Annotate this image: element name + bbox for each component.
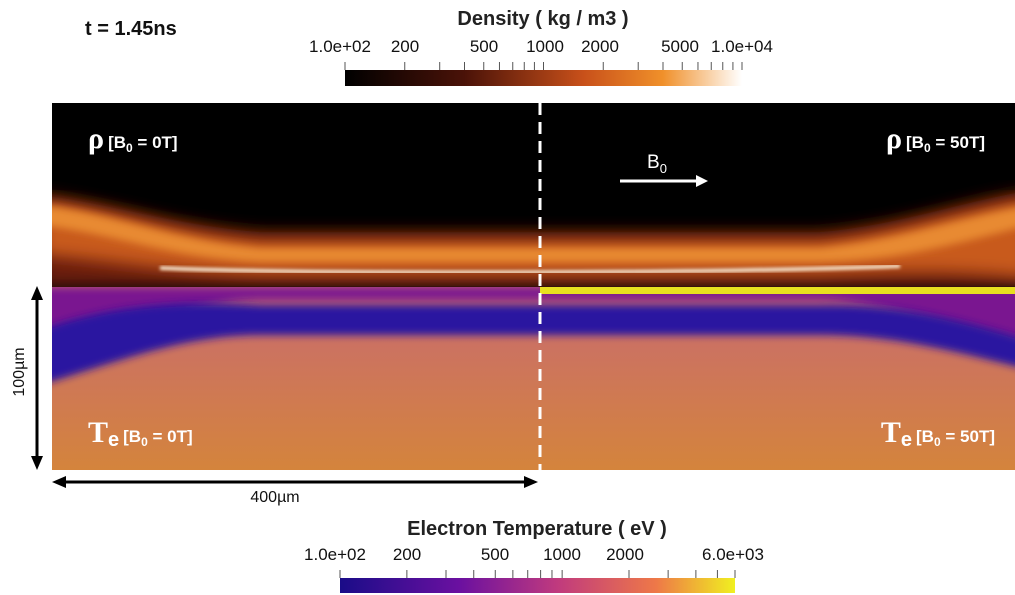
panel-label: Te [B0 = 50T] <box>881 416 995 451</box>
field-label: B0 <box>647 152 667 176</box>
colorbar-tick-label: 1.0e+02 <box>304 545 366 564</box>
colorbar-tick-label: 1000 <box>543 545 581 564</box>
colorbar-tick-label: 5000 <box>661 37 699 56</box>
colorbar-tick-label: 200 <box>391 37 419 56</box>
colorbar-title: Electron Temperature ( eV ) <box>407 518 667 540</box>
colorbar-tick-label: 200 <box>393 545 421 564</box>
density-colorbar <box>345 70 742 86</box>
temperature-panel <box>52 287 1015 470</box>
field-arrowhead <box>696 175 708 187</box>
colorbar-tick-label: 2000 <box>581 37 619 56</box>
colorbar-tick-label: 500 <box>481 545 509 564</box>
scale-bars <box>31 286 538 488</box>
temperature-colorbar <box>340 578 735 593</box>
colorbar-ticks: 1.0e+02 200 500 1000 2000 5000 1.0e+04 <box>309 37 773 70</box>
colorbar-title: Density ( kg / m3 ) <box>457 8 628 30</box>
panel-label: ρ [B0 = 50T] <box>886 122 985 155</box>
colorbar-tick-label: 1000 <box>526 37 564 56</box>
scale-label: 400µm <box>250 489 299 506</box>
panel-label: Te [B0 = 0T] <box>88 416 193 451</box>
colorbar-tick-label: 1.0e+02 <box>309 37 371 56</box>
colorbar-tick-label: 500 <box>470 37 498 56</box>
time-label: t = 1.45ns <box>85 18 177 40</box>
colorbar-tick-label: 2000 <box>606 545 644 564</box>
density-panel <box>52 103 1015 287</box>
colorbar-ticks: 1.0e+02 200 500 1000 2000 6.0e+03 <box>304 545 764 578</box>
colorbar-tick-label: 6.0e+03 <box>702 545 764 564</box>
colorbar-tick-label: 1.0e+04 <box>711 37 773 56</box>
scale-label: 100µm <box>11 347 28 396</box>
panel-label: ρ [B0 = 0T] <box>88 122 178 155</box>
